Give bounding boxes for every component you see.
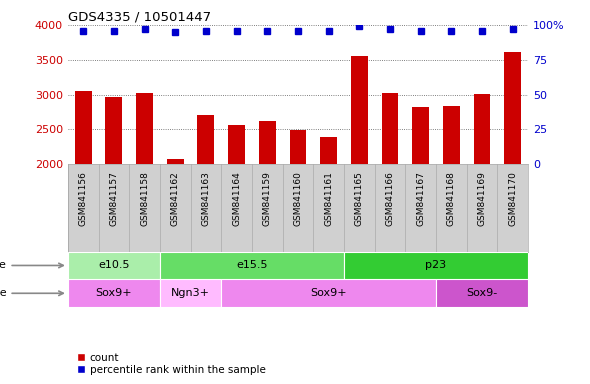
Text: GSM841168: GSM841168	[447, 171, 456, 226]
Text: GSM841162: GSM841162	[171, 171, 180, 226]
Bar	[320, 137, 337, 164]
Text: p23: p23	[425, 260, 447, 270]
Text: Sox9+: Sox9+	[96, 288, 132, 298]
Bar	[436, 280, 528, 307]
Bar	[228, 125, 245, 164]
Bar	[160, 252, 344, 280]
Text: GDS4335 / 10501447: GDS4335 / 10501447	[68, 11, 211, 24]
Text: GSM841157: GSM841157	[109, 171, 119, 226]
Text: GSM841166: GSM841166	[385, 171, 395, 226]
Bar	[68, 280, 160, 307]
Text: GSM841156: GSM841156	[78, 171, 88, 226]
Bar	[75, 91, 91, 164]
Text: GSM841163: GSM841163	[201, 171, 211, 226]
Bar	[474, 94, 490, 164]
Text: GSM841164: GSM841164	[232, 171, 241, 226]
Bar	[259, 121, 276, 164]
Bar	[344, 252, 528, 280]
Text: age: age	[0, 260, 63, 270]
Text: e10.5: e10.5	[98, 260, 130, 270]
Text: GSM841169: GSM841169	[477, 171, 487, 226]
Text: GSM841159: GSM841159	[263, 171, 272, 226]
Text: Sox9+: Sox9+	[310, 288, 347, 298]
Bar	[68, 252, 160, 280]
Text: GSM841167: GSM841167	[416, 171, 425, 226]
Text: e15.5: e15.5	[236, 260, 268, 270]
Bar	[198, 116, 214, 164]
Bar	[106, 97, 122, 164]
Bar	[382, 93, 398, 164]
Bar	[504, 52, 521, 164]
Bar	[351, 56, 368, 164]
Bar	[443, 106, 460, 164]
Bar	[412, 107, 429, 164]
Text: GSM841160: GSM841160	[293, 171, 303, 226]
Text: Ngn3+: Ngn3+	[171, 288, 210, 298]
Bar	[160, 280, 221, 307]
Text: GSM841170: GSM841170	[508, 171, 517, 226]
Text: GSM841158: GSM841158	[140, 171, 149, 226]
Bar	[290, 130, 306, 164]
Bar	[136, 93, 153, 164]
Text: GSM841161: GSM841161	[324, 171, 333, 226]
Bar	[221, 280, 436, 307]
Text: GSM841165: GSM841165	[355, 171, 364, 226]
Bar	[167, 159, 183, 164]
Legend: count, percentile rank within the sample: count, percentile rank within the sample	[73, 348, 270, 379]
Text: cell type: cell type	[0, 288, 63, 298]
Text: Sox9-: Sox9-	[467, 288, 497, 298]
